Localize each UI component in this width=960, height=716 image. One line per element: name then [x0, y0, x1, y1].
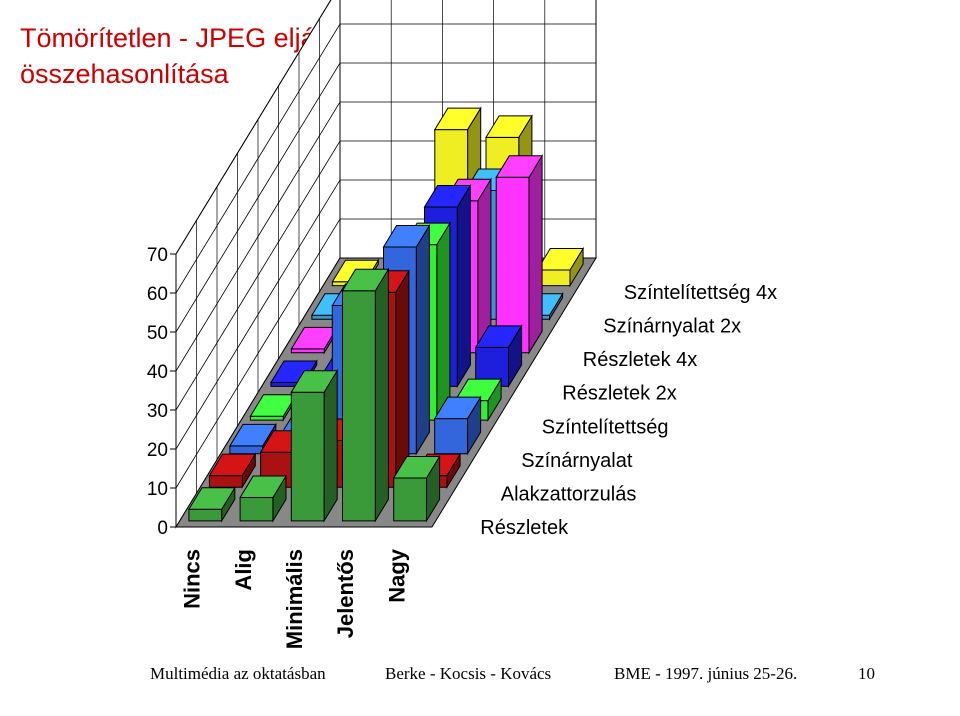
bar-top: [536, 248, 584, 271]
bar-top: [290, 370, 339, 393]
series-labels: Részletek Alakzattorzulás Színárnyalat Szín…: [480, 282, 777, 539]
footer-venue: BME - 1997. június 25-26.: [614, 664, 798, 683]
series-label: Színárnyalat: [521, 450, 633, 472]
y-tick-label: 60: [147, 284, 168, 305]
bar-front: [342, 290, 376, 522]
series-label: Részletek 2x: [562, 383, 677, 405]
bar-front: [188, 508, 223, 522]
series-label: Alakzattorzulás: [501, 484, 637, 506]
x-category-label: Nagy: [384, 548, 409, 603]
bar-side: [528, 154, 543, 355]
bar-top: [485, 115, 533, 138]
gridline: [175, 101, 596, 372]
y-tick-label: 40: [147, 362, 168, 383]
bar: [341, 267, 390, 523]
bar-top: [423, 185, 472, 208]
bar: [392, 454, 441, 523]
gridline: [175, 62, 596, 333]
y-tick-label: 10: [147, 479, 168, 500]
title-line-2: összehasonlítása: [20, 59, 229, 89]
bar-front: [434, 418, 468, 455]
y-tick-label: 50: [147, 323, 168, 344]
bar-front: [249, 415, 284, 421]
y-tick-label: 30: [147, 401, 168, 422]
bar-front: [208, 475, 243, 488]
bar-front: [239, 497, 274, 522]
y-axis: 0 10 20 30 40 50 60 70: [147, 245, 176, 539]
bar: [188, 485, 236, 523]
gridline: [175, 23, 596, 294]
series-label: Színtelítettség: [542, 416, 669, 438]
bar-top: [341, 268, 390, 292]
footer-page-number: 10: [858, 664, 875, 683]
x-category-label: Jelentős: [333, 549, 358, 638]
x-category-label: Minimális: [282, 549, 307, 649]
bar-front: [290, 348, 325, 354]
bar-side: [323, 368, 338, 523]
bar: [474, 324, 523, 389]
bar-top: [474, 325, 523, 348]
x-axis-labels: Nincs Alig Minimális Jelentős Nagy: [180, 548, 410, 649]
series-label: Részletek 4x: [583, 349, 698, 371]
bar-side: [395, 269, 410, 490]
bar: [536, 246, 584, 288]
bar-top: [392, 456, 441, 479]
series-label: Részletek: [480, 517, 569, 539]
y-tick-label: 20: [147, 440, 168, 461]
series-label: Színtelítettség 4x: [624, 282, 777, 304]
bar: [433, 395, 482, 456]
bar-top: [188, 487, 236, 510]
footer-authors: Berke - Kocsis - Kovács: [385, 664, 552, 683]
bar-top: [208, 453, 257, 477]
bar-side: [374, 267, 389, 523]
bar-top: [495, 155, 543, 178]
bar: [495, 154, 543, 355]
bar-front: [229, 445, 264, 455]
x-category-label: Alig: [231, 549, 256, 591]
y-tick-label: 70: [147, 245, 168, 266]
bar-side: [415, 223, 430, 456]
bar-front: [290, 391, 325, 522]
bar-side: [456, 183, 471, 389]
gridline: [175, 0, 332, 255]
bar: [239, 474, 287, 523]
series-label: Színárnyalat 2x: [603, 315, 741, 337]
bar-front: [393, 477, 427, 522]
bar-side: [436, 221, 451, 422]
bar-top: [433, 107, 482, 131]
bar-top: [382, 225, 431, 248]
chart-bars: [188, 106, 584, 523]
bar: [290, 368, 339, 523]
bar-top: [229, 423, 277, 447]
footer-course: Multimédia az oktatásban: [150, 664, 326, 683]
y-tick-label: 0: [157, 518, 168, 539]
x-category-label: Nincs: [180, 549, 205, 609]
bar-top: [433, 396, 482, 420]
bar-top: [239, 475, 287, 498]
